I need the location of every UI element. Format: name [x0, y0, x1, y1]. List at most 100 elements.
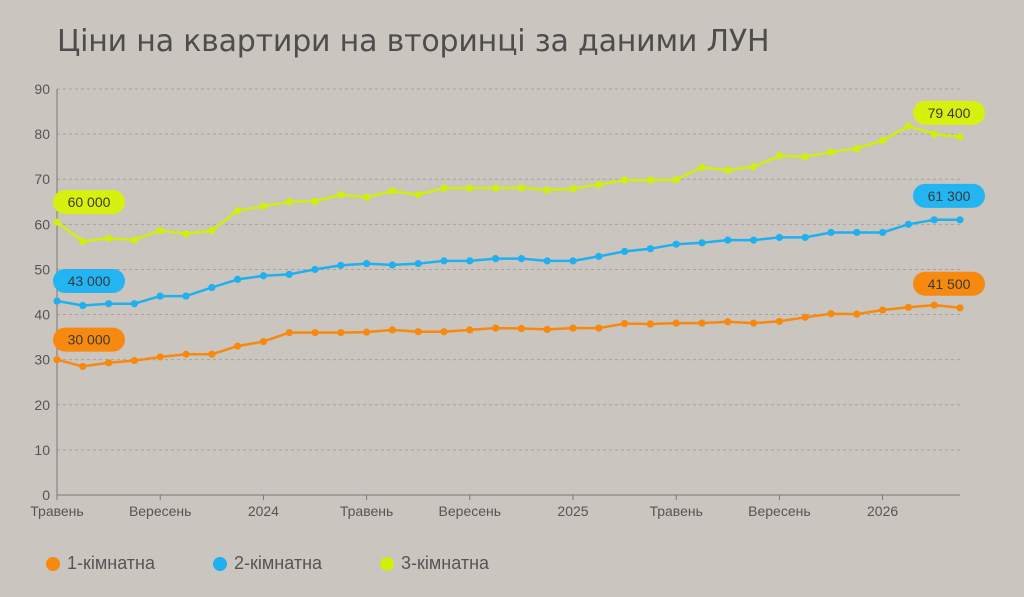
data-point — [105, 300, 113, 308]
data-point — [569, 257, 577, 265]
data-point — [388, 261, 396, 269]
data-point — [363, 259, 371, 268]
data-point — [904, 122, 913, 130]
end-data-label: 61 300 — [928, 188, 971, 204]
data-point — [53, 218, 61, 226]
data-point — [621, 176, 629, 184]
data-point — [208, 227, 216, 235]
data-point — [285, 329, 293, 337]
x-tick-label: Вересень — [439, 503, 502, 519]
data-point — [285, 198, 293, 206]
y-tick-label: 10 — [34, 442, 50, 458]
series-3 — [53, 122, 964, 246]
data-point — [130, 236, 138, 244]
data-point — [466, 257, 474, 265]
y-tick-label: 50 — [34, 261, 50, 277]
y-tick-label: 0 — [42, 487, 50, 503]
data-point — [337, 261, 345, 269]
data-point — [79, 301, 87, 310]
series-2 — [53, 216, 964, 310]
data-point — [930, 130, 938, 138]
data-point — [698, 239, 706, 247]
data-point — [621, 247, 629, 255]
data-point — [234, 207, 242, 215]
legend: 1-кімнатна 2-кімнатна 3-кімнатна — [46, 553, 547, 574]
y-tick-label: 60 — [34, 216, 50, 232]
y-tick-label: 80 — [34, 126, 50, 142]
data-point — [569, 324, 577, 332]
data-point — [775, 233, 784, 242]
data-point — [363, 193, 371, 201]
data-point — [724, 166, 732, 174]
data-point — [466, 184, 474, 192]
data-point — [672, 240, 680, 248]
series-line — [56, 124, 961, 243]
data-point — [414, 328, 422, 336]
start-data-label-bg — [53, 190, 125, 215]
start-data-label: 43 000 — [68, 273, 111, 289]
data-point — [956, 133, 964, 141]
data-point — [569, 185, 577, 193]
data-point — [543, 257, 551, 265]
data-point — [311, 265, 319, 274]
data-point — [285, 270, 293, 279]
y-tick-label: 90 — [34, 81, 50, 97]
data-point — [801, 313, 809, 321]
x-tick-label: 2026 — [867, 503, 898, 519]
data-point — [53, 297, 61, 305]
data-point — [621, 319, 629, 328]
data-point — [259, 272, 267, 280]
data-point — [956, 216, 964, 224]
y-tick-label: 20 — [34, 397, 50, 413]
end-data-label-bg — [913, 271, 985, 296]
data-point — [595, 252, 603, 260]
data-point — [182, 350, 190, 358]
series-line — [56, 303, 961, 368]
data-point — [646, 176, 655, 184]
y-tick-label: 40 — [34, 307, 50, 323]
x-tick-label: Травень — [649, 503, 702, 519]
data-point — [517, 255, 526, 263]
data-point — [234, 342, 242, 350]
data-point — [517, 184, 526, 192]
start-data-label-bg — [53, 269, 125, 294]
data-point — [956, 304, 964, 312]
data-point — [492, 184, 500, 192]
data-point — [156, 227, 164, 235]
series-1 — [53, 301, 964, 371]
data-point — [595, 181, 603, 189]
data-point — [672, 319, 680, 327]
legend-label: 3-кімнатна — [401, 553, 490, 573]
data-point — [388, 187, 396, 195]
data-point — [698, 163, 706, 172]
legend-label: 1-кімнатна — [67, 553, 156, 573]
data-point — [440, 184, 448, 192]
data-point — [492, 255, 500, 263]
data-point — [53, 356, 61, 364]
data-point — [105, 359, 113, 367]
data-point — [79, 237, 87, 246]
data-point — [750, 162, 758, 171]
data-point — [646, 245, 655, 253]
legend-marker — [380, 556, 395, 571]
data-point — [775, 317, 784, 325]
data-point — [853, 228, 861, 237]
data-point — [827, 148, 835, 156]
x-tick-label: Травень — [30, 503, 83, 519]
data-point — [234, 275, 242, 283]
data-point — [724, 318, 732, 326]
data-point — [646, 320, 655, 328]
data-point — [750, 236, 758, 244]
data-point — [879, 136, 887, 145]
y-tick-label: 70 — [34, 171, 50, 187]
data-point — [156, 353, 164, 361]
data-point — [750, 319, 758, 327]
legend-label: 2-кімнатна — [234, 553, 323, 573]
data-point — [930, 216, 938, 224]
data-point — [827, 310, 835, 318]
data-point — [105, 234, 113, 242]
data-point — [853, 144, 861, 153]
data-point — [130, 356, 138, 365]
data-point — [698, 319, 706, 327]
